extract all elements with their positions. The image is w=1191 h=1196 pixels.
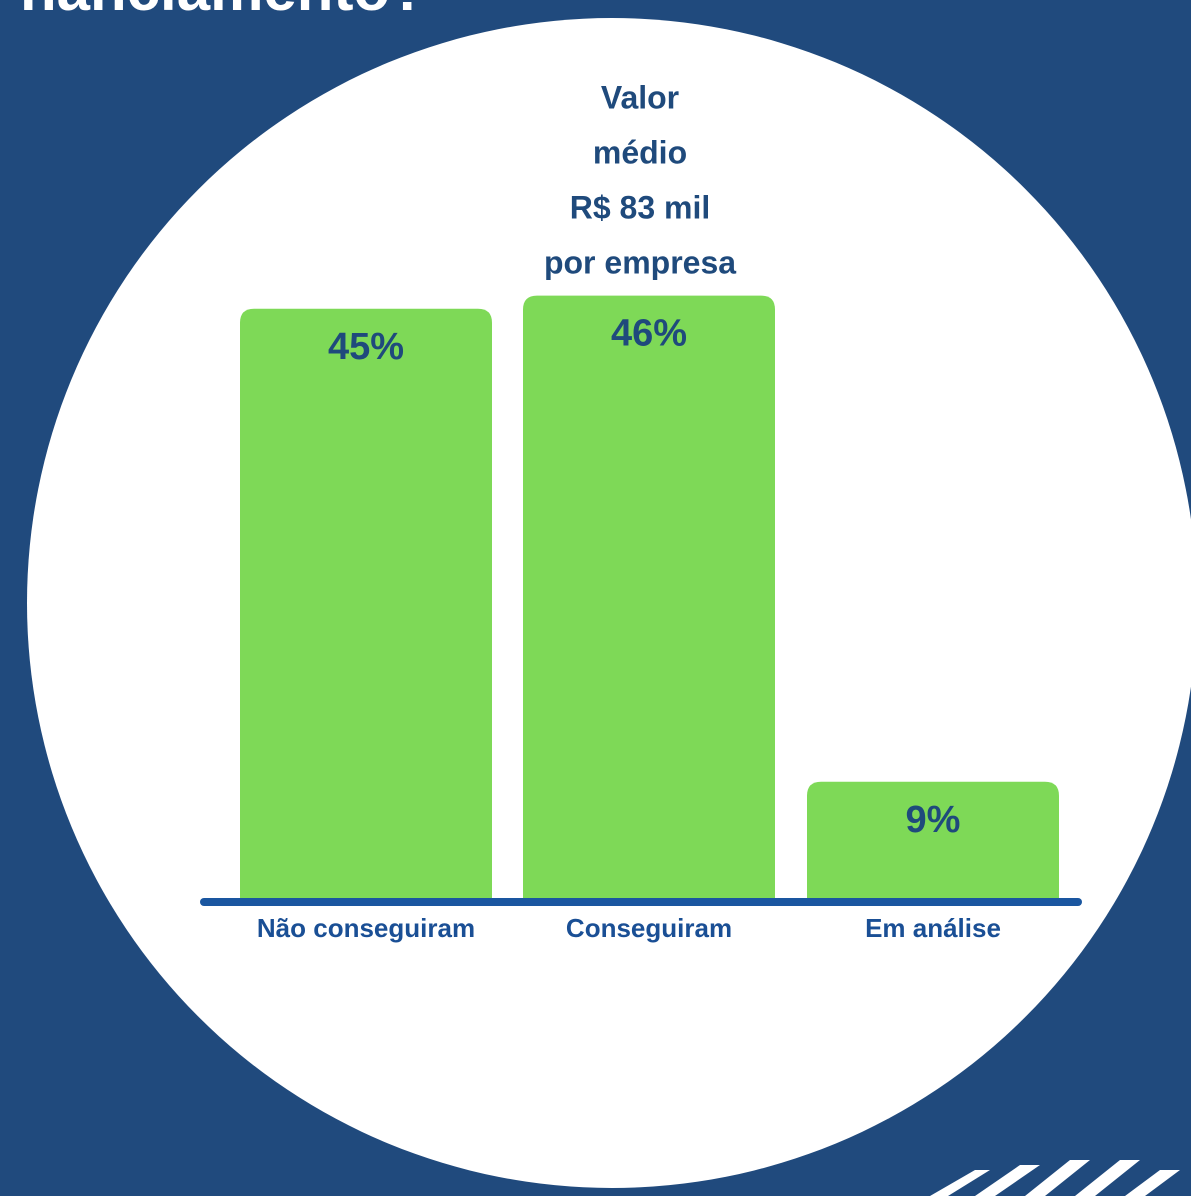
annotation-line: médio xyxy=(593,134,687,170)
x-tick-label: Não conseguiram xyxy=(257,913,475,943)
bar xyxy=(523,295,775,900)
value-label: 46% xyxy=(611,313,687,355)
decor-stripes xyxy=(930,1160,1180,1196)
value-label: 45% xyxy=(328,326,404,368)
x-tick-label: Em análise xyxy=(865,913,1001,943)
chart-title: nanciamento? xyxy=(20,0,427,23)
bar xyxy=(807,781,1059,900)
annotation-line: por empresa xyxy=(544,244,736,280)
annotation-line: R$ 83 mil xyxy=(570,189,711,225)
value-label: 9% xyxy=(906,799,961,841)
annotation-line: Valor xyxy=(601,79,679,115)
bar xyxy=(240,308,492,900)
x-tick-label: Conseguiram xyxy=(566,913,732,943)
